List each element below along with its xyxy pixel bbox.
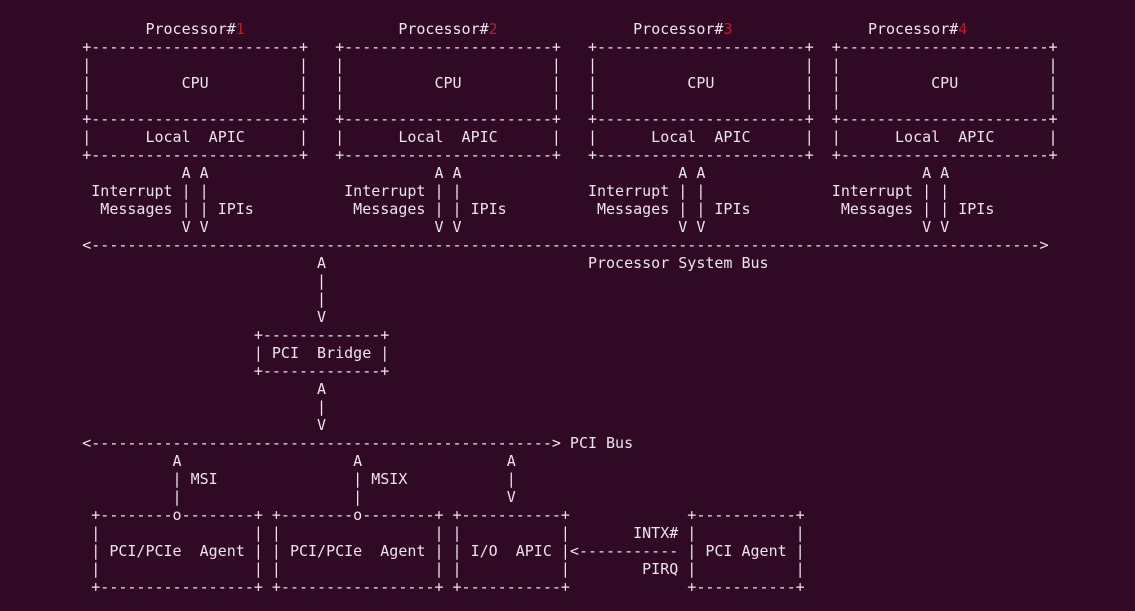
diagram-row: | PCI Bridge | xyxy=(10,344,390,362)
diagram-row: | xyxy=(10,290,327,308)
diagram-row: | PCI/PCIe Agent | | PCI/PCIe Agent | | … xyxy=(10,542,805,560)
diagram-row: +-------------+ xyxy=(10,326,390,344)
diagram-row: | MSI | MSIX | xyxy=(10,470,516,488)
diagram-row: | | | | | | | | xyxy=(10,56,1058,74)
diagram-row: A xyxy=(10,380,327,398)
diagram-row: | xyxy=(10,272,327,290)
diagram-row: V V V V V V V V xyxy=(10,218,950,236)
diagram-row: A Processor System Bus xyxy=(10,254,769,272)
diagram-row: <---------------------------------------… xyxy=(10,434,634,452)
diagram-row: <---------------------------------------… xyxy=(10,236,1049,254)
diagram-row: +-----------------------+ +-------------… xyxy=(10,146,1058,164)
diagram-row: V xyxy=(10,308,327,326)
processor-number: 1 xyxy=(235,20,245,38)
diagram-row: +-------------+ xyxy=(10,362,390,380)
diagram-row: | | | | | | PIRQ | | xyxy=(10,560,805,578)
diagram-row: Messages | | IPIs Messages | | IPIs Mess… xyxy=(10,200,995,218)
processor-number: 3 xyxy=(723,20,733,38)
diagram-row: | xyxy=(10,398,327,416)
diagram-row: Processor#1 Processor#2 Processor#3 Proc… xyxy=(10,20,968,38)
diagram-row: +-----------------+ +-----------------+ … xyxy=(10,578,805,596)
processor-number: 4 xyxy=(958,20,968,38)
diagram-row: V xyxy=(10,416,327,434)
diagram-row: | Local APIC | | Local APIC | | Local AP… xyxy=(10,128,1058,146)
processor-number: 2 xyxy=(488,20,498,38)
diagram-row: +--------o--------+ +--------o--------+ … xyxy=(10,506,805,524)
diagram-row: A A A xyxy=(10,452,516,470)
diagram-row: +-----------------------+ +-------------… xyxy=(10,38,1058,56)
apic-msi-interrupt-architecture-diagram: Processor#1 Processor#2 Processor#3 Proc… xyxy=(10,20,1058,596)
diagram-row: +-----------------------+ +-------------… xyxy=(10,110,1058,128)
diagram-row: | CPU | | CPU | | CPU | | CPU | xyxy=(10,74,1058,92)
diagram-row: | | | | | | | | xyxy=(10,92,1058,110)
diagram-row: A A A A A A A A xyxy=(10,164,950,182)
diagram-row: | | V xyxy=(10,488,516,506)
diagram-row: Interrupt | | Interrupt | | Interrupt | … xyxy=(10,182,950,200)
diagram-row: | | | | | | INTX# | | xyxy=(10,524,805,542)
